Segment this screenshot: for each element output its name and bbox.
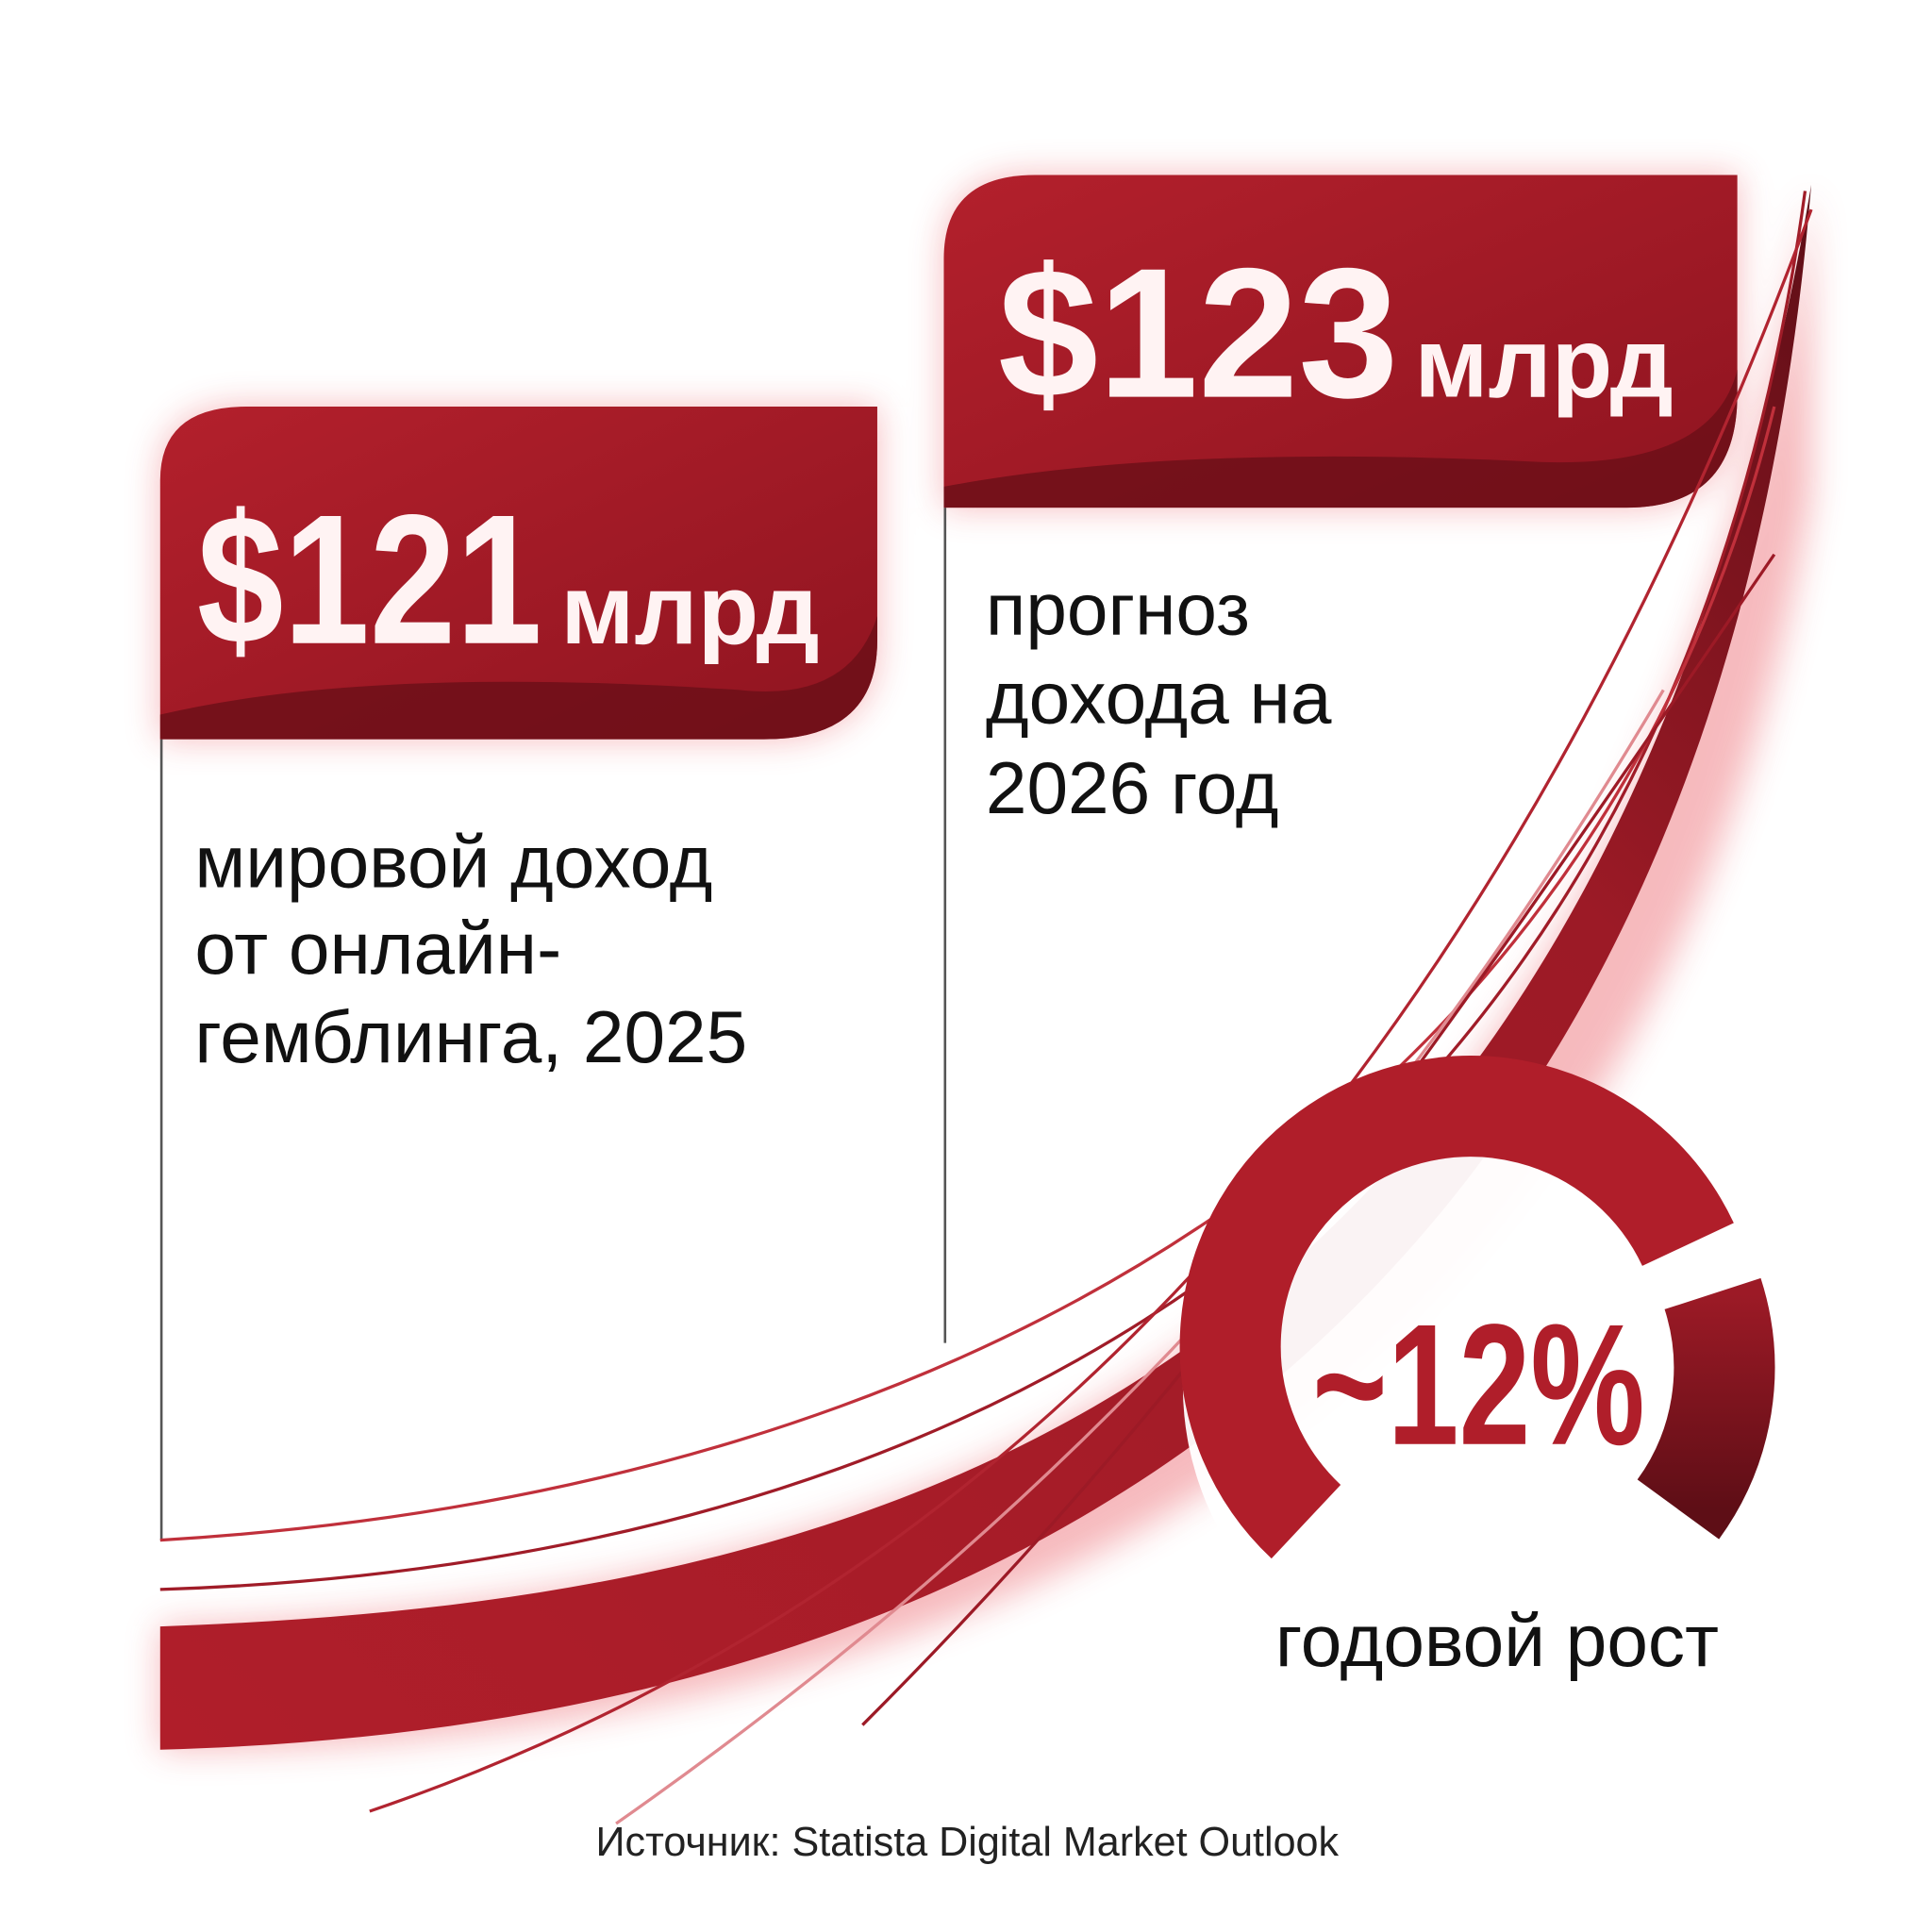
amount: $123 <box>998 230 1398 437</box>
header-shade <box>159 616 877 740</box>
growth-value: ~12% <box>1312 1288 1645 1481</box>
card-borders <box>159 508 947 1541</box>
description-line: гемблинга, 2025 <box>194 995 747 1078</box>
gauge-arc <box>1179 1056 1734 1559</box>
card-header <box>159 407 877 740</box>
amount: $121 <box>197 476 542 683</box>
description-line: дохода на <box>986 657 1332 740</box>
description-line: от онлайн- <box>194 907 561 990</box>
header-shade <box>943 369 1738 508</box>
growth-label: годовой рост <box>1275 1599 1719 1682</box>
description-line: 2026 год <box>986 746 1279 829</box>
description-line: прогноз <box>986 568 1250 651</box>
description-line: мировой доход <box>194 820 712 903</box>
card-1: $121 млрд мировой доход от онлайн- гембл… <box>194 476 819 1078</box>
unit: млрд <box>560 555 819 665</box>
unit: млрд <box>1414 308 1673 419</box>
source: Источник: Statista Digital Market Outloo… <box>596 1820 1340 1865</box>
gauge-arc <box>1637 1277 1775 1540</box>
card-2: $123 млрд прогноз дохода на 2026 год <box>986 230 1674 829</box>
card-header <box>943 175 1738 508</box>
